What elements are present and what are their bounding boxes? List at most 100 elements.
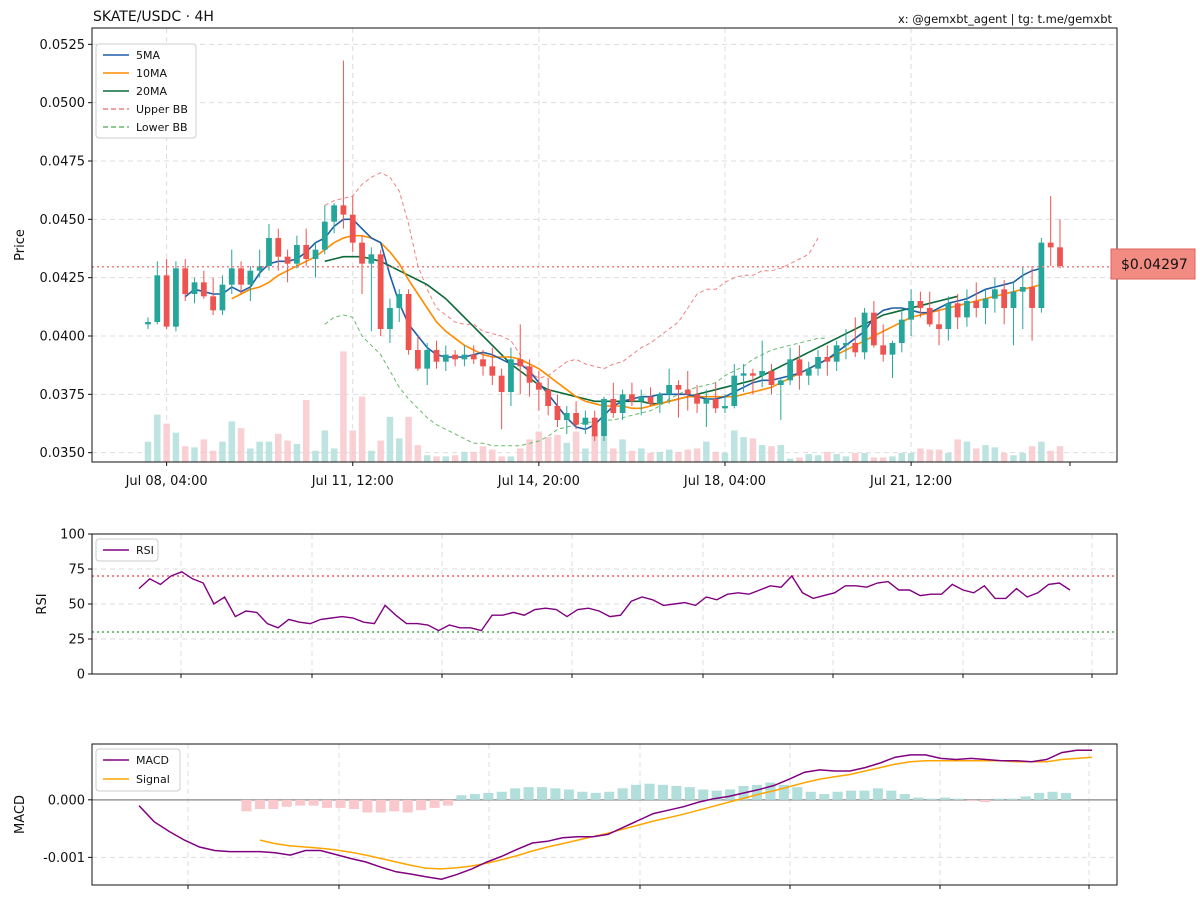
volume-bar	[219, 441, 226, 462]
histogram-bar	[819, 794, 830, 800]
volume-bar	[442, 456, 450, 462]
volume-bar	[600, 437, 608, 462]
candle-body	[898, 319, 905, 343]
candle-body	[228, 268, 235, 285]
candle	[926, 291, 933, 327]
candle	[377, 249, 384, 336]
volume-bar	[907, 452, 915, 462]
candle-body	[470, 354, 477, 360]
rsi-legend: RSI	[95, 538, 159, 562]
candle	[461, 345, 468, 367]
volume-bar	[302, 399, 310, 462]
volume-bar	[889, 456, 896, 462]
candle-body	[908, 301, 914, 320]
histogram-bar	[335, 799, 346, 808]
candle	[898, 308, 905, 353]
macd-axes: -0.001 0.000 MACD	[13, 743, 1118, 889]
candle	[982, 289, 989, 325]
histogram-bar	[348, 799, 359, 810]
volume-bar	[377, 440, 384, 462]
candle	[777, 378, 784, 420]
volume-bar	[1056, 446, 1064, 462]
volume-bar	[982, 445, 989, 462]
candle	[247, 266, 254, 301]
candle-body	[722, 406, 728, 409]
volume-bar	[749, 438, 757, 462]
candle-body	[861, 312, 868, 353]
candle	[591, 410, 598, 441]
volume-bar	[563, 442, 571, 462]
x-tick-label: Jul 21, 12:00	[869, 474, 952, 489]
candle-body	[740, 373, 747, 376]
candle	[405, 289, 412, 355]
candle	[954, 294, 961, 329]
volume-bar	[879, 457, 887, 462]
candle	[666, 368, 673, 404]
volume-bar	[209, 450, 217, 462]
candle	[582, 410, 589, 434]
y-tick-label: 0.0375	[40, 388, 86, 403]
candle	[294, 235, 300, 269]
volume-bars	[144, 351, 1064, 462]
candle-body	[442, 354, 449, 362]
histogram-bar	[671, 786, 682, 800]
volume-bar	[656, 451, 664, 462]
candle-body	[396, 294, 403, 308]
histogram-bar	[537, 787, 548, 800]
volume-bar	[693, 448, 701, 462]
macd-lines	[138, 749, 1093, 880]
candle	[182, 259, 189, 301]
volume-bar	[758, 445, 766, 462]
volume-bar	[340, 351, 347, 462]
candle	[824, 345, 831, 376]
volume-bar	[554, 434, 561, 462]
legend-label-20ma: 20MA	[136, 85, 167, 98]
candle	[480, 350, 486, 376]
volume-bar	[330, 448, 338, 462]
candle-body	[1001, 289, 1008, 308]
rsi-ylabel: RSI	[35, 593, 50, 614]
volume-bar	[954, 439, 961, 462]
y-tick-label: 0.0500	[40, 96, 86, 111]
macd-line	[138, 749, 1092, 880]
y-tick-label: 0.0400	[40, 330, 86, 345]
volume-bar	[805, 454, 812, 462]
candle	[964, 289, 970, 327]
candle	[349, 196, 356, 252]
candle-body	[377, 254, 384, 329]
candle-body	[163, 275, 170, 327]
volume-bar	[665, 449, 673, 462]
candle-body	[610, 399, 617, 413]
histogram-bar	[483, 792, 494, 800]
volume-bar	[1047, 450, 1054, 462]
histogram-bar	[389, 799, 400, 812]
volume-bar	[265, 441, 273, 462]
candle	[917, 291, 924, 318]
candle-body	[182, 268, 189, 294]
candle	[629, 382, 635, 406]
candle-body	[796, 359, 803, 376]
legend-label-upper-bb: Upper BB	[136, 103, 188, 116]
histogram-bar	[416, 799, 427, 811]
candle	[647, 387, 654, 406]
candle-body	[759, 371, 766, 376]
candle	[359, 235, 365, 294]
histogram-bar	[523, 787, 534, 800]
candle	[601, 396, 607, 441]
histogram-bar	[268, 799, 279, 810]
candle-body	[545, 389, 552, 406]
volume-bar	[898, 452, 906, 462]
y-tick-label: 0.0450	[40, 213, 86, 228]
candlesticks	[92, 60, 1117, 441]
candle	[228, 249, 235, 294]
histogram-bar	[429, 799, 440, 808]
candle-body	[964, 301, 970, 318]
volume-bar	[507, 456, 515, 462]
candle-body	[824, 357, 831, 362]
volume-bar	[479, 446, 487, 462]
volume-bar	[777, 445, 785, 462]
histogram-bar	[241, 799, 252, 812]
candle	[815, 350, 821, 376]
candle	[991, 277, 998, 313]
